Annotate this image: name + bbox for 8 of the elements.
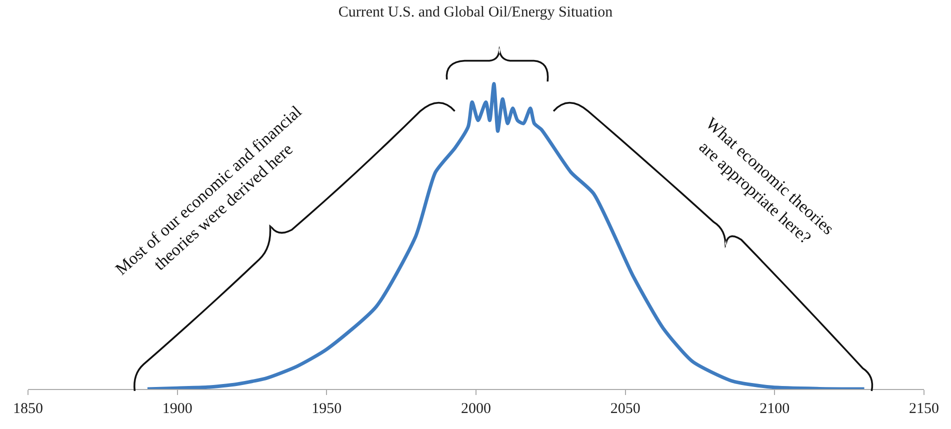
x-tick-label: 2000 bbox=[461, 401, 491, 417]
x-tick-label: 1850 bbox=[13, 401, 43, 417]
x-tick-label: 2050 bbox=[610, 401, 640, 417]
x-tick-label: 1900 bbox=[162, 401, 192, 417]
x-tick-label: 2150 bbox=[909, 401, 939, 417]
x-tick-label: 2100 bbox=[760, 401, 790, 417]
x-tick-label: 1950 bbox=[312, 401, 342, 417]
chart-title: Current U.S. and Global Oil/Energy Situation bbox=[338, 4, 614, 20]
